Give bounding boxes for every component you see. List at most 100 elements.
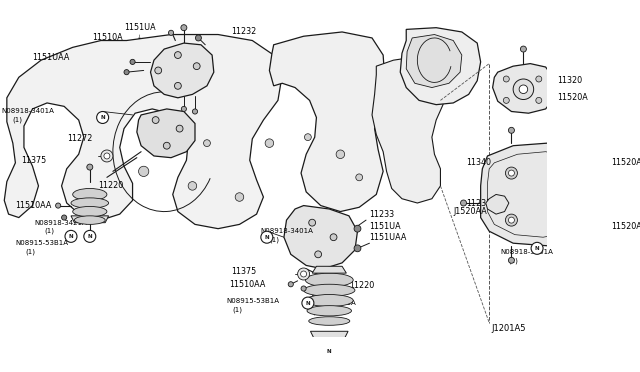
Text: 11340: 11340: [466, 158, 491, 167]
Text: (2): (2): [509, 257, 519, 263]
Text: (1): (1): [44, 228, 54, 234]
Circle shape: [87, 164, 93, 170]
Circle shape: [503, 97, 509, 103]
Text: 11510A: 11510A: [92, 33, 123, 42]
Text: J1520AA: J1520AA: [453, 207, 487, 216]
Circle shape: [288, 282, 293, 287]
Circle shape: [356, 174, 363, 181]
Text: (1): (1): [232, 307, 243, 313]
Circle shape: [315, 251, 321, 258]
Circle shape: [61, 215, 67, 220]
Circle shape: [193, 109, 198, 114]
Circle shape: [152, 117, 159, 124]
Circle shape: [138, 166, 149, 176]
Text: 11520A: 11520A: [557, 93, 588, 102]
Text: N: N: [264, 235, 269, 240]
Text: 11375: 11375: [231, 267, 256, 276]
Circle shape: [181, 106, 186, 112]
Circle shape: [301, 286, 306, 291]
Text: N: N: [305, 301, 310, 305]
Circle shape: [553, 80, 559, 86]
Circle shape: [97, 112, 109, 124]
Text: 1151UA: 1151UA: [369, 222, 401, 231]
Circle shape: [520, 46, 526, 52]
Ellipse shape: [73, 206, 107, 217]
Circle shape: [508, 217, 515, 223]
Circle shape: [506, 167, 517, 179]
Ellipse shape: [71, 198, 109, 208]
Circle shape: [519, 85, 527, 93]
Circle shape: [503, 76, 509, 82]
Text: N: N: [88, 234, 92, 239]
Circle shape: [506, 214, 517, 226]
Circle shape: [195, 35, 202, 41]
Circle shape: [461, 200, 467, 206]
Text: N08918-3401A: N08918-3401A: [500, 249, 553, 255]
Circle shape: [104, 153, 110, 159]
Ellipse shape: [308, 317, 350, 325]
Text: N08915-53B1A: N08915-53B1A: [15, 240, 68, 246]
Circle shape: [553, 97, 559, 103]
Circle shape: [536, 97, 542, 103]
Circle shape: [330, 234, 337, 241]
Ellipse shape: [307, 306, 351, 316]
Circle shape: [607, 223, 612, 229]
Text: 11272: 11272: [67, 134, 92, 143]
Ellipse shape: [305, 295, 353, 307]
Circle shape: [508, 170, 515, 176]
Circle shape: [302, 297, 314, 309]
Circle shape: [301, 271, 307, 277]
Circle shape: [163, 142, 170, 149]
Circle shape: [560, 127, 566, 133]
Circle shape: [124, 70, 129, 75]
Text: 1151UA: 1151UA: [124, 23, 156, 32]
Polygon shape: [312, 266, 346, 273]
Text: (1): (1): [26, 248, 36, 255]
Circle shape: [204, 140, 211, 147]
Text: N: N: [535, 246, 540, 251]
Text: N08915-53B1A: N08915-53B1A: [227, 298, 280, 304]
Text: N08918-3421A: N08918-3421A: [34, 220, 87, 226]
Polygon shape: [71, 216, 109, 223]
Circle shape: [560, 170, 566, 176]
Polygon shape: [310, 331, 348, 338]
Polygon shape: [486, 195, 509, 214]
Circle shape: [56, 203, 61, 208]
Text: N08918-3401A: N08918-3401A: [2, 109, 54, 115]
Circle shape: [513, 79, 534, 100]
Polygon shape: [481, 143, 590, 246]
Circle shape: [607, 160, 612, 166]
Text: N: N: [327, 349, 332, 354]
Text: N: N: [68, 234, 74, 239]
Circle shape: [560, 257, 566, 263]
Circle shape: [323, 346, 335, 358]
Text: N08918-3421A: N08918-3421A: [303, 300, 356, 306]
Text: (1): (1): [269, 237, 280, 243]
Text: 11220: 11220: [349, 282, 374, 291]
Text: 11510AA: 11510AA: [15, 201, 52, 210]
Text: N: N: [100, 115, 105, 120]
Circle shape: [265, 139, 274, 147]
Text: N08918-3401A: N08918-3401A: [261, 228, 314, 234]
Circle shape: [308, 219, 316, 226]
Text: 11235H: 11235H: [466, 199, 497, 208]
Text: 11220: 11220: [99, 182, 124, 190]
Polygon shape: [493, 64, 554, 113]
Circle shape: [168, 30, 173, 35]
Circle shape: [508, 257, 515, 263]
Circle shape: [261, 231, 273, 243]
Ellipse shape: [73, 189, 107, 201]
Text: 11520AA: 11520AA: [611, 158, 640, 167]
Text: (1): (1): [312, 308, 322, 315]
Text: 11375: 11375: [21, 156, 47, 165]
Circle shape: [354, 245, 361, 252]
Circle shape: [354, 225, 361, 232]
Polygon shape: [372, 58, 445, 203]
Circle shape: [305, 134, 311, 141]
Circle shape: [536, 76, 542, 82]
Circle shape: [101, 150, 113, 162]
Circle shape: [557, 167, 569, 179]
Polygon shape: [137, 109, 195, 158]
Polygon shape: [284, 206, 358, 269]
Circle shape: [176, 125, 183, 132]
